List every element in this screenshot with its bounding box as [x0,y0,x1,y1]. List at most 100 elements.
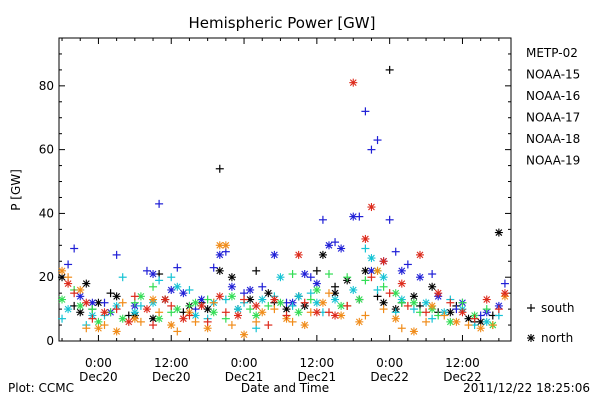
point-noaa-18-north [318,298,327,307]
marker-stroke [198,296,205,303]
marker-stroke [313,299,321,307]
marker-stroke [319,299,327,307]
x-axis-label: Date and Time [241,381,329,395]
marker-stroke [198,302,205,310]
point-noaa-18-north [373,266,382,275]
marker-stroke [234,312,242,319]
point-noaa-15-south [70,244,79,253]
y-axis-label: P [GW] [9,169,23,211]
point-noaa-18-north [452,317,461,326]
marker-stroke [216,241,224,249]
x-tick-day-label: Dec22 [443,370,482,384]
point-noaa-17-south [246,305,255,314]
point-noaa-16-north [276,273,285,282]
marker-stroke [270,251,278,259]
point-noaa-19-south [343,301,352,310]
point-noaa-19-south [422,308,431,317]
point-noaa-17-south [379,282,388,291]
point-noaa-15-south [173,263,182,272]
marker-stroke [216,267,224,275]
marker-stroke [459,308,466,316]
point-noaa-19-north [252,301,261,310]
marker-stroke [392,289,400,297]
x-tick-day-label: Dec20 [79,370,118,384]
point-metp-02-south [215,164,224,173]
point-noaa-19-north [82,298,91,307]
point-noaa-19-north [142,305,151,314]
point-noaa-19-north [331,311,340,320]
marker-stroke [161,296,169,303]
point-noaa-15-north [337,244,346,253]
marker-stroke [95,318,102,326]
point-noaa-18-south [422,317,431,326]
legend-south-marker [527,304,535,312]
point-noaa-18-south [488,321,497,330]
marker-stroke [204,305,212,313]
point-metp-02-north [203,305,212,314]
legend-entry: NOAA-17 [526,111,580,125]
point-noaa-15-south [331,238,340,247]
marker-stroke [95,324,102,332]
point-noaa-17-north [227,292,236,301]
point-noaa-15-north [215,250,224,259]
point-noaa-17-south [288,270,297,279]
marker-stroke [143,305,151,313]
point-noaa-18-south [118,298,127,307]
point-noaa-15-south [318,215,327,224]
plot-credit: Plot: CCMC [8,381,74,395]
point-noaa-18-north [58,266,67,275]
marker-stroke [295,251,303,259]
marker-stroke [349,286,357,294]
marker-stroke [416,273,424,281]
point-noaa-16-south [167,273,176,282]
marker-stroke [495,229,503,236]
marker-stroke [337,245,345,252]
point-noaa-18-north [76,285,85,294]
point-noaa-19-south [167,301,176,310]
point-noaa-19-south [300,298,309,307]
point-noaa-16-south [221,295,230,304]
marker-stroke [477,324,485,332]
point-noaa-15-north [312,279,321,288]
y-tick-label: 20 [39,270,54,284]
point-noaa-16-north [367,254,376,263]
point-noaa-19-north [349,78,358,87]
marker-stroke [149,315,157,323]
marker-stroke [113,328,121,335]
point-noaa-19-south [130,292,139,301]
marker-stroke [240,331,248,339]
point-noaa-15-south [142,266,151,275]
marker-stroke [270,296,278,303]
point-noaa-18-north [428,301,437,310]
point-noaa-16-north [233,305,242,314]
point-noaa-18-north [258,308,267,317]
point-noaa-18-south [155,308,164,317]
marker-stroke [95,299,102,307]
marker-stroke [380,299,387,307]
point-noaa-18-south [136,317,145,326]
marker-stroke [301,321,309,329]
legend-entry: NOAA-15 [526,68,580,82]
point-noaa-17-south [88,305,97,314]
marker-stroke [64,305,72,313]
y-tick-label: 60 [39,143,54,157]
point-noaa-15-south [391,247,400,256]
point-noaa-16-north [422,298,431,307]
point-noaa-15-north [270,250,279,259]
point-noaa-19-north [100,308,109,317]
chart-title: Hemispheric Power [GW] [189,14,376,32]
point-noaa-18-north [409,327,418,336]
point-noaa-17-north [173,305,182,314]
marker-stroke [76,292,84,300]
marker-stroke [277,273,284,281]
marker-stroke [392,315,400,323]
point-noaa-19-south [367,273,376,282]
marker-stroke [295,292,303,300]
point-metp-02-north [361,266,370,275]
point-noaa-18-north [130,314,139,323]
point-noaa-18-north [149,295,158,304]
point-metp-02-south [312,266,321,275]
point-noaa-17-south [343,273,352,282]
